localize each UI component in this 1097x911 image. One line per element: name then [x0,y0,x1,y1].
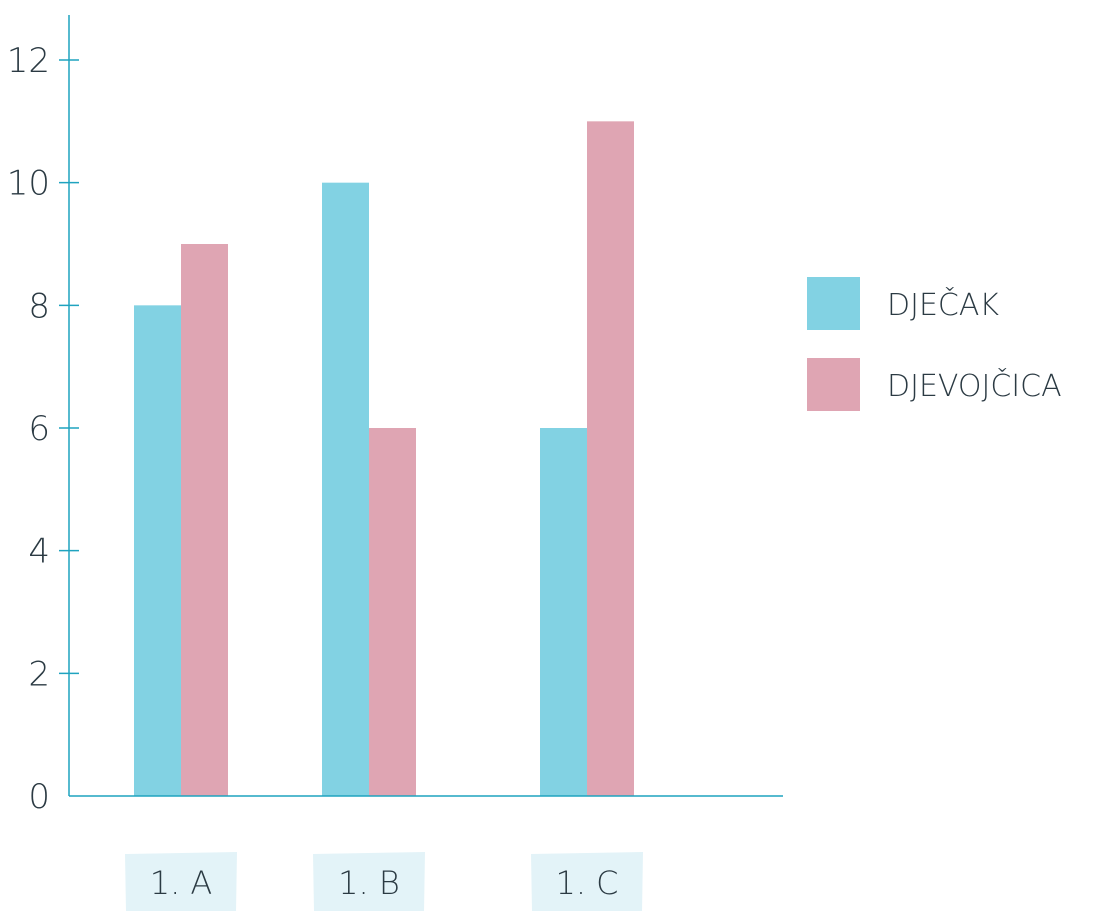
y-tick-label: 10 [7,164,50,204]
bar-girl-1 [181,244,228,796]
legend-label-boy: DJEČAK [887,286,999,323]
category-label-background [313,852,425,911]
bar-boy-1 [134,305,181,796]
bar-boy-3 [540,428,587,796]
bars [134,121,634,797]
legend-label-girl: DJEVOJČICA [887,367,1062,404]
y-tick-label: 8 [28,286,50,326]
y-tick-label: 2 [28,654,50,694]
bar-boy-2 [322,182,369,796]
category-label-background [531,852,643,911]
legend-swatch-girl [807,358,860,411]
legend-swatch-boy [807,277,860,330]
y-tick-label: 6 [28,409,50,449]
category-label: 1. A [150,864,213,902]
bar-girl-3 [587,121,634,797]
legend: DJEČAK DJEVOJČICA [807,277,1062,411]
category-labels: 1. A 1. B 1. C [150,864,619,902]
y-ticks: 0 2 4 6 8 10 12 [7,41,79,817]
y-tick-label: 4 [28,532,50,572]
category-label-backgrounds [125,852,643,911]
axes [68,15,783,797]
bar-girl-2 [369,428,416,796]
category-label: 1. C [555,864,618,902]
y-tick-label: 12 [7,41,50,81]
category-label-background [125,852,237,911]
category-label: 1. B [338,864,400,902]
y-tick-label: 0 [28,777,50,817]
